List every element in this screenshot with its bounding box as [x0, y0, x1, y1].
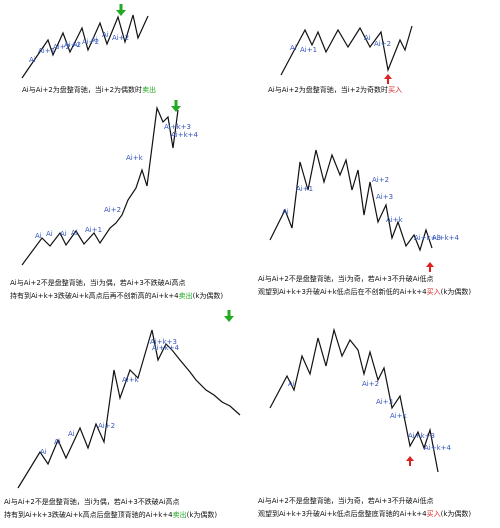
wave-label: Ai+k+3: [408, 432, 435, 440]
wave-label: Ai+2: [64, 41, 81, 49]
sell-arrow-icon: [224, 316, 234, 322]
wave-label: Ai+2: [362, 380, 379, 388]
buy-arrow-shaft: [429, 267, 431, 272]
sell-arrow-shaft: [119, 4, 123, 10]
sell-label: 卖出: [172, 511, 187, 519]
wave-label: Ai+k+4: [424, 444, 452, 452]
wave-label: Ai: [29, 56, 36, 64]
buy-label: 买入: [426, 510, 441, 518]
wave-label: Ai+k: [386, 216, 404, 224]
sell-arrow-shaft: [227, 310, 231, 316]
wave-label: Ai+2: [82, 38, 99, 46]
wave-label: Ai+3: [376, 193, 393, 201]
wave-label: Ai+1: [296, 185, 313, 193]
zigzag-line: [269, 149, 433, 252]
caption-panel-3: Ai与Ai+2不是盘整背驰，当i为偶，若Ai+3不跌破Ai高点 持有到Ai+k+…: [10, 277, 223, 303]
buy-label: 买入: [426, 288, 441, 296]
sell-arrow-icon: [171, 106, 181, 112]
wave-label: Ai: [282, 208, 289, 216]
caption-text: Ai与Ai+2不是盘整背驰，当i为奇，若Ai+3不升破Ai低点: [258, 497, 434, 505]
caption-text: Ai与Ai+2为盘整背驰，当i+2为奇数时: [268, 86, 389, 94]
wave-label: Ai+3: [376, 398, 393, 406]
wave-label: Ai+k+3: [150, 338, 177, 346]
wave-label: Ai+1: [300, 46, 317, 54]
wave-label: Ai+k+3: [414, 234, 441, 242]
sell-label: 卖出: [142, 86, 157, 94]
caption-text: 持有到Ai+k+3跌破Ai+k高点后盘整顶背驰的Ai+k+4: [4, 511, 173, 519]
wave-label: Ai: [35, 232, 42, 240]
zigzag-line: [21, 14, 149, 79]
panel-6-odd-bottom-divergence-buy: Ai Ai+2 Ai+3 Ai+k Ai+k+3 Ai+k+4: [269, 327, 452, 473]
wave-label: Ai: [91, 36, 98, 44]
buy-arrow-icon: [406, 456, 414, 461]
wave-label: Ai: [288, 380, 295, 388]
wave-label: Ai+k+4: [432, 234, 460, 242]
buy-arrow-shaft: [409, 461, 411, 466]
panel-4-odd-no-divergence-buy: Ai Ai+1 Ai+2 Ai+3 Ai+k Ai+k+3Ai+k+4: [269, 149, 460, 272]
caption-text: 观望到Ai+k+3升破Ai+k低点后在不创新低的Ai+k+4: [258, 288, 427, 296]
sell-arrow-icon: [116, 10, 126, 16]
wave-label: Ai+2: [104, 206, 121, 214]
wave-label: Ai: [60, 230, 67, 238]
wave-label: Ai+2: [53, 43, 70, 51]
buy-arrow-shaft: [387, 79, 389, 84]
wave-label: Ai: [46, 230, 53, 238]
wave-label: Ai: [68, 430, 75, 438]
caption-panel-2: Ai与Ai+2为盘整背驰，当i+2为奇数时买入: [268, 84, 402, 97]
wave-label: Ai+2: [112, 34, 129, 42]
zigzag-line: [269, 327, 439, 473]
panel-5-even-top-divergence-sell: Ai Ai Ai Ai+2 Ai+k Ai+k+3Ai+k+4: [17, 310, 241, 489]
panel-3-even-no-divergence-sell: Ai Ai Ai Ai Ai+1 Ai+2 Ai+k Ai+k+3Ai+k+4: [21, 100, 199, 266]
zigzag-line: [21, 105, 179, 266]
buy-label: 买入: [388, 86, 403, 94]
wave-label: Ai: [71, 229, 78, 237]
caption-text: Ai与Ai+2为盘整背驰，当i+2为偶数时: [22, 86, 143, 94]
zigzag-line: [280, 25, 413, 76]
wave-label: Ai+1: [38, 47, 55, 55]
caption-text: Ai与Ai+2不是盘整背驰，当i为偶，若Ai+3不跌破Ai高点: [10, 279, 186, 287]
wave-label: Ai+k: [126, 154, 144, 162]
caption-panel-5: Ai与Ai+2不是盘整背驰，当i为偶，若Ai+3不跌破Ai高点 持有到Ai+k+…: [4, 496, 217, 522]
caption-panel-1: Ai与Ai+2为盘整背驰，当i+2为偶数时卖出: [22, 84, 156, 97]
wave-label: Ai+k: [390, 412, 408, 420]
wave-label: Ai: [73, 41, 80, 49]
caption-note: (k为偶数): [440, 288, 472, 296]
caption-text: 持有到Ai+k+3跌破Ai+k高点后再不创新高的Ai+k+4: [10, 292, 179, 300]
wave-label: Ai+2: [98, 422, 115, 430]
wave-label: Ai: [40, 448, 47, 456]
wave-label: Ai: [54, 438, 61, 446]
caption-panel-4: Ai与Ai+2不是盘整背驰，当i为奇，若Ai+3不升破Ai低点 观望到Ai+k+…: [258, 273, 471, 299]
caption-text: Ai与Ai+2不是盘整背驰，当i为偶，若Ai+3不跌破Ai高点: [4, 498, 180, 506]
sell-label: 卖出: [178, 292, 193, 300]
wave-label: Ai+2: [374, 40, 391, 48]
wave-label: Ai+k+4: [152, 344, 180, 352]
wave-label: Ai: [364, 34, 371, 42]
buy-arrow-icon: [426, 262, 434, 267]
wave-label: Ai+k+4: [171, 131, 199, 139]
wave-label: Ai: [290, 44, 297, 52]
caption-note: (k为偶数): [192, 292, 224, 300]
wave-label: Ai+k+3: [164, 123, 191, 131]
sell-arrow-shaft: [174, 100, 178, 106]
zigzag-line: [17, 329, 241, 489]
wave-label: Ai+2: [372, 176, 389, 184]
caption-panel-6: Ai与Ai+2不是盘整背驰，当i为奇，若Ai+3不升破Ai低点 观望到Ai+k+…: [258, 495, 471, 521]
wave-label: Ai+1: [85, 226, 102, 234]
caption-text: Ai与Ai+2不是盘整背驰，当i为奇，若Ai+3不升破Ai低点: [258, 275, 434, 283]
caption-note: (k为偶数): [186, 511, 218, 519]
caption-text: 观望到Ai+k+3升破Ai+k低点后盘整底背驰的Ai+k+4: [258, 510, 427, 518]
wave-label: Ai+k: [122, 376, 140, 384]
wave-label: Ai: [102, 31, 109, 39]
caption-note: (k为偶数): [440, 510, 472, 518]
buy-arrow-icon: [384, 74, 392, 79]
